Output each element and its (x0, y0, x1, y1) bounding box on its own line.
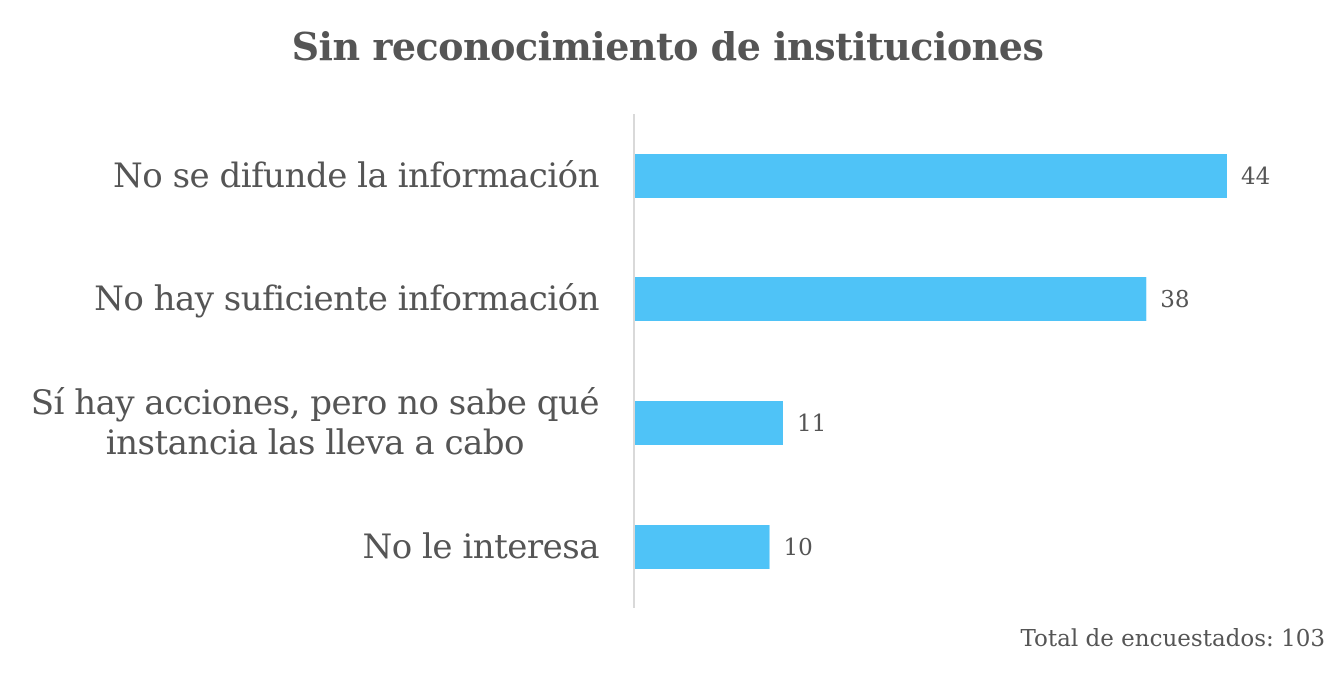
data-label: 44 (1241, 164, 1270, 190)
category-label: instancia las lleva a cabo (106, 423, 524, 463)
data-label: 10 (784, 535, 813, 561)
footnote: Total de encuestados: 103 (1020, 626, 1326, 652)
category-label: No se difunde la información (113, 156, 599, 196)
bar (635, 277, 1147, 321)
chart-title: Sin reconocimiento de instituciones (291, 24, 1044, 69)
bar (635, 525, 770, 569)
labels-layer: 44 No se difunde la información 38 No hay s… (31, 156, 1271, 567)
bar (635, 154, 1227, 198)
bars-layer (635, 154, 1227, 569)
data-label: 11 (797, 411, 826, 437)
category-label: Sí hay acciones, pero no sabe qué (31, 383, 599, 423)
category-label: No hay suficiente información (94, 279, 599, 319)
data-label: 38 (1160, 287, 1189, 313)
bar (635, 401, 783, 445)
category-label: No le interesa (363, 527, 600, 567)
